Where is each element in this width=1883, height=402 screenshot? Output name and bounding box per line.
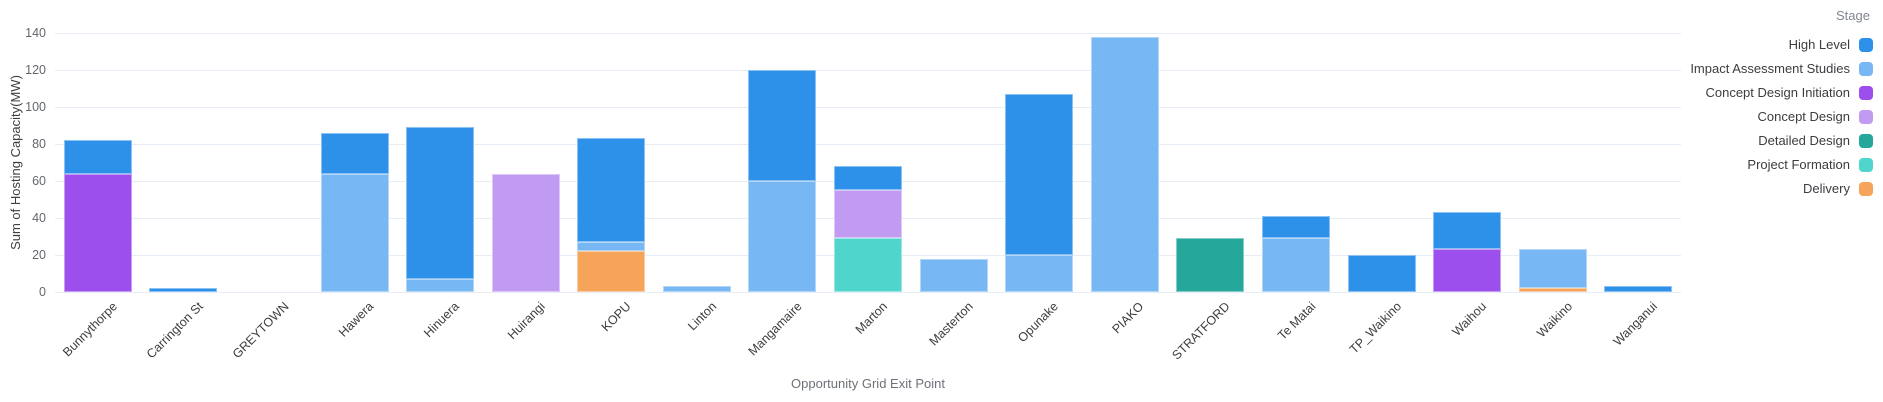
legend-item-detailed-design[interactable]: Detailed Design <box>1690 129 1873 153</box>
y-tick-label: 140 <box>25 26 46 40</box>
x-tick-label: Carrington St <box>143 299 206 362</box>
bar-segment-kopu-delivery <box>577 251 646 292</box>
legend-item-label: Project Formation <box>1747 157 1850 172</box>
legend-swatch-impact-assessment-studies <box>1859 62 1873 76</box>
y-axis-title: Sum of Hosting Capacity(MW) <box>8 75 23 250</box>
legend-swatch-concept-design <box>1859 110 1873 124</box>
bar-segment-piako-impact-assessment-studies <box>1090 36 1159 292</box>
bar-segment-opunake-impact-assessment-studies <box>1005 255 1074 292</box>
legend-item-concept-design[interactable]: Concept Design <box>1690 105 1873 129</box>
bar-segment-linton-impact-assessment-studies <box>662 286 731 292</box>
y-tick-label: 40 <box>32 211 46 225</box>
bar-segment-waikino-impact-assessment-studies <box>1518 249 1587 289</box>
x-tick-label: KOPU <box>598 299 634 335</box>
legend-swatch-delivery <box>1859 182 1873 196</box>
x-tick-label: Hawera <box>336 299 377 340</box>
legend: Stage High Level Impact Assessment Studie… <box>1690 6 1873 201</box>
bar-segment-waikino-delivery <box>1518 288 1587 292</box>
y-tick-label: 60 <box>32 174 46 188</box>
bar-segment-bunnythorpe-concept-design-initiation <box>63 173 132 292</box>
x-tick-label: Waikino <box>1533 299 1575 341</box>
bar-segment-waihou-concept-design-initiation <box>1433 249 1502 292</box>
x-tick-label: Opunake <box>1015 299 1062 346</box>
legend-item-label: Detailed Design <box>1758 133 1850 148</box>
y-gridline <box>55 107 1681 108</box>
legend-item-label: Impact Assessment Studies <box>1690 61 1850 76</box>
bar-segment-waihou-high-level <box>1433 212 1502 250</box>
y-tick-label: 80 <box>32 137 46 151</box>
legend-item-impact-assessment-studies[interactable]: Impact Assessment Studies <box>1690 57 1873 81</box>
x-tick-label: Bunnythorpe <box>59 299 121 360</box>
bar-segment-huirangi-concept-design <box>491 173 560 292</box>
legend-item-label: Delivery <box>1803 181 1850 196</box>
y-tick-label: 0 <box>39 285 46 299</box>
x-tick-label: Linton <box>685 299 720 334</box>
legend-item-high-level[interactable]: High Level <box>1690 33 1873 57</box>
x-tick-label: Hinuera <box>421 299 463 341</box>
legend-swatch-detailed-design <box>1859 134 1873 148</box>
bar-segment-marton-concept-design <box>834 190 902 239</box>
x-tick-label: PIAKO <box>1109 299 1147 337</box>
bar-segment-stratford-detailed-design <box>1176 238 1245 292</box>
legend-title: Stage <box>1836 8 1870 23</box>
y-gridline <box>55 144 1681 145</box>
x-tick-label: Te Matai <box>1274 299 1319 343</box>
x-tick-label: Marton <box>852 299 891 337</box>
bar-segment-marton-high-level <box>834 166 902 191</box>
bar-segment-kopu-high-level <box>577 138 646 242</box>
bar-segment-te-matai-impact-assessment-studies <box>1261 238 1330 292</box>
y-gridline <box>55 70 1681 71</box>
legend-swatch-high-level <box>1859 38 1873 52</box>
y-tick-label: 120 <box>25 63 46 77</box>
x-tick-label: Wanganui <box>1611 299 1661 349</box>
bar-segment-marton-project-formation <box>834 238 902 292</box>
legend-item-project-formation[interactable]: Project Formation <box>1690 153 1873 177</box>
bar-segment-te-matai-high-level <box>1261 216 1330 239</box>
bar-segment-bunnythorpe-high-level <box>63 140 132 174</box>
x-tick-label: Mangamaire <box>745 299 805 359</box>
x-tick-label: Waihou <box>1449 299 1490 339</box>
y-tick-label: 20 <box>32 248 46 262</box>
x-tick-label: Masterton <box>926 299 976 349</box>
legend-item-label: Concept Design Initiation <box>1705 85 1850 100</box>
legend-swatch-concept-design-initiation <box>1859 86 1873 100</box>
bar-segment-mangamaire-high-level <box>748 70 817 181</box>
bar-segment-masterton-impact-assessment-studies <box>919 258 988 292</box>
bar-segment-hawera-high-level <box>320 132 389 174</box>
bar-segment-mangamaire-impact-assessment-studies <box>748 181 817 292</box>
legend-item-delivery[interactable]: Delivery <box>1690 177 1873 201</box>
bar-segment-kopu-impact-assessment-studies <box>577 242 646 252</box>
bar-segment-opunake-high-level <box>1005 94 1074 255</box>
y-gridline <box>55 292 1681 293</box>
x-axis-title: Opportunity Grid Exit Point <box>791 376 945 391</box>
bar-segment-hinuera-impact-assessment-studies <box>406 279 475 293</box>
bar-segment-tp-waikino-high-level <box>1347 255 1416 292</box>
x-tick-label: STRATFORD <box>1169 299 1233 363</box>
bar-segment-hinuera-high-level <box>406 127 475 279</box>
x-tick-label: TP_Waikino <box>1346 299 1404 357</box>
bar-segment-wanganui-high-level <box>1604 286 1673 292</box>
legend-item-label: High Level <box>1788 37 1850 52</box>
legend-item-concept-design-initiation[interactable]: Concept Design Initiation <box>1690 81 1873 105</box>
legend-item-label: Concept Design <box>1757 109 1851 124</box>
y-tick-label: 100 <box>25 100 46 114</box>
bar-segment-hawera-impact-assessment-studies <box>320 173 389 292</box>
y-gridline <box>55 33 1681 34</box>
bar-segment-carrington-st-high-level <box>149 288 218 292</box>
x-tick-label: GREYTOWN <box>229 299 292 362</box>
legend-swatch-project-formation <box>1859 158 1873 172</box>
x-tick-label: Huirangi <box>505 299 548 343</box>
